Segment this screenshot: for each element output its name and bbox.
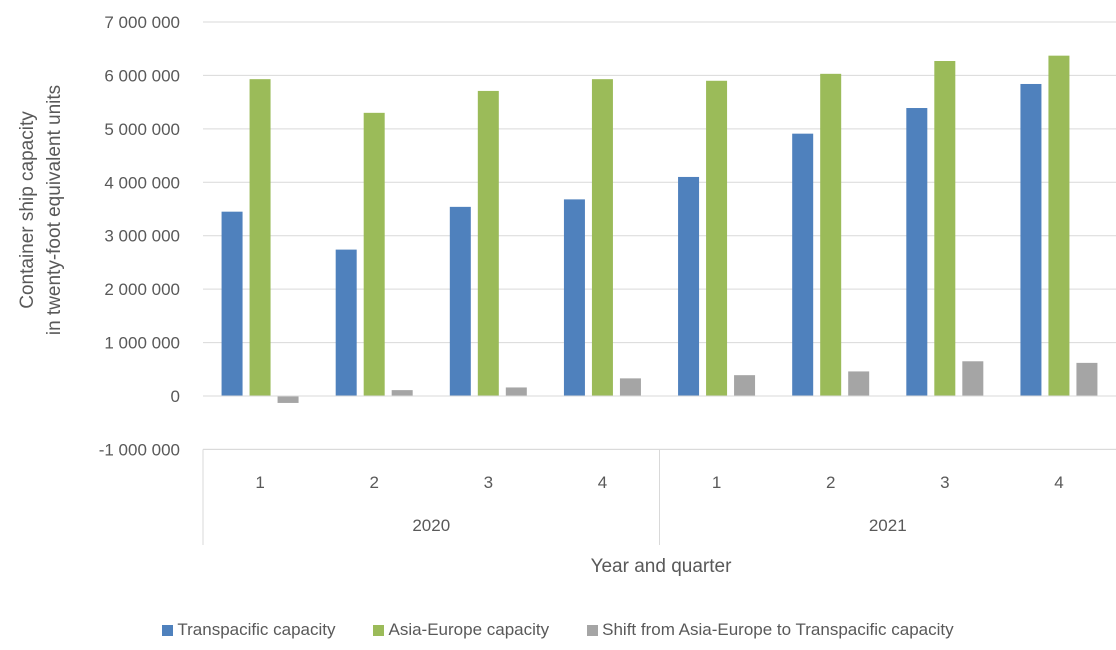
y-tick-label: 6 000 000 [104, 66, 180, 85]
bar-shift-3 [505, 387, 527, 396]
y-tick-label: 0 [171, 387, 180, 406]
y-tick-label: 2 000 000 [104, 280, 180, 299]
x-tick-label: 1 [255, 473, 264, 492]
x-group-label: 2021 [869, 516, 907, 535]
bar-shift-1 [277, 396, 299, 403]
bar-asia-europe-8 [1048, 55, 1070, 396]
y-axis-title-line-2: in twenty-foot equivalent units [44, 85, 65, 335]
bar-asia-europe-4 [591, 79, 613, 396]
y-tick-label: 3 000 000 [104, 227, 180, 246]
x-tick-label: 2 [826, 473, 835, 492]
x-axis: 1 2 3 4 1 2 3 4 2020 2021 [202, 395, 1116, 545]
y-tick-label: 1 000 000 [104, 334, 180, 353]
x-axis-title: Year and quarter [591, 556, 733, 577]
y-axis-ticks: -1 000 000 0 1 000 000 2 000 000 3 000 000 4 … [99, 13, 180, 459]
y-tick-label: 7 000 000 [104, 13, 180, 32]
bar-asia-europe-6 [820, 73, 842, 396]
bar-transpacific-6 [792, 133, 814, 396]
x-tick-label: 1 [712, 473, 721, 492]
x-group-label: 2020 [412, 516, 450, 535]
bar-shift-4 [619, 378, 641, 396]
bar-shift-7 [962, 361, 984, 396]
legend: Transpacific capacity Asia-Europe capaci… [0, 620, 1116, 640]
bar-asia-europe-1 [249, 79, 271, 396]
x-tick-label: 3 [484, 473, 493, 492]
bar-asia-europe-5 [706, 80, 728, 397]
y-tick-label: -1 000 000 [99, 440, 180, 459]
legend-label: Transpacific capacity [177, 620, 336, 639]
bar-chart: -1 000 000 0 1 000 000 2 000 000 3 000 000 4 … [17, 13, 1116, 577]
bar-shift-2 [391, 390, 413, 396]
bar-shift-8 [1076, 362, 1098, 396]
bar-asia-europe-3 [477, 90, 499, 397]
legend-item-transpacific: Transpacific capacity [162, 620, 335, 640]
legend-item-shift: Shift from Asia-Europe to Transpacific c… [587, 620, 954, 640]
bars [221, 55, 1098, 403]
bar-transpacific-7 [906, 108, 928, 397]
legend-swatch [162, 624, 174, 636]
bar-shift-5 [734, 375, 756, 396]
x-tick-label: 4 [598, 473, 607, 492]
bar-transpacific-8 [1020, 83, 1042, 396]
x-tick-label: 4 [1054, 473, 1063, 492]
bar-asia-europe-7 [934, 61, 956, 396]
bar-shift-6 [848, 371, 870, 396]
bar-transpacific-2 [335, 249, 357, 396]
bar-transpacific-4 [563, 199, 585, 396]
legend-item-asia-europe: Asia-Europe capacity [373, 620, 549, 640]
legend-swatch [587, 624, 599, 636]
bar-transpacific-5 [678, 176, 700, 396]
legend-swatch [373, 624, 385, 636]
bar-transpacific-1 [221, 211, 243, 396]
bar-transpacific-3 [449, 206, 471, 396]
bar-asia-europe-2 [363, 112, 385, 396]
y-tick-label: 4 000 000 [104, 173, 180, 192]
y-axis-title-line-1: Container ship capacity [17, 111, 38, 309]
x-tick-label: 3 [940, 473, 949, 492]
legend-label: Shift from Asia-Europe to Transpacific c… [602, 620, 954, 639]
y-tick-label: 5 000 000 [104, 120, 180, 139]
legend-label: Asia-Europe capacity [388, 620, 550, 639]
x-tick-label: 2 [369, 473, 378, 492]
